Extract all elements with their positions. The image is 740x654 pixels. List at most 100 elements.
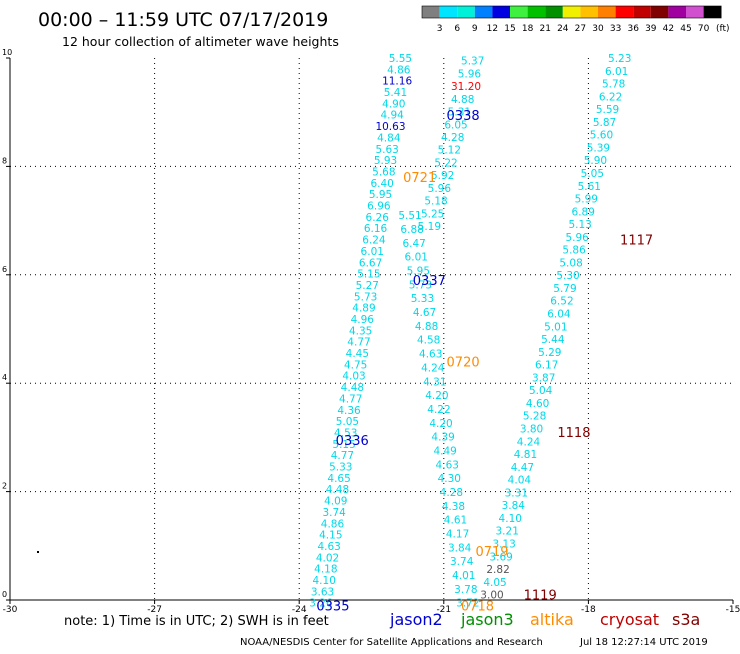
color-scale-swatch <box>492 6 510 18</box>
color-scale-tick-label: 3 <box>437 24 443 34</box>
swh-value: 4.39 <box>431 432 454 444</box>
color-scale-swatch <box>474 6 493 18</box>
satellite-legend-altika: altika <box>530 610 574 629</box>
swh-value: 6.40 <box>370 178 393 190</box>
satellite-legend: jason2 jason3 altika cryosat s3a <box>389 610 700 629</box>
swh-value: 4.77 <box>347 337 370 349</box>
x-tick-label: -27 <box>147 605 162 615</box>
x-axis-ticks: -30 -27 -24 -21 -18 -15 <box>3 600 740 615</box>
swh-value: 4.77 <box>331 450 354 462</box>
swh-value: 6.88 <box>400 224 423 236</box>
swh-value: 5.15 <box>357 269 380 281</box>
color-scale-tick-label: 42 <box>663 24 674 34</box>
x-tick-label: -24 <box>292 605 307 615</box>
x-tick-label: -18 <box>581 605 596 615</box>
color-scale-tick-label: 15 <box>504 24 515 34</box>
swh-value: 5.37 <box>461 56 484 68</box>
color-scale-swatch <box>615 6 634 18</box>
swh-value: 5.08 <box>559 257 582 269</box>
swh-value: 5.99 <box>575 194 598 206</box>
swh-value: 4.94 <box>380 110 404 122</box>
swh-value: 3.13 <box>492 538 515 550</box>
swh-value: 5.90 <box>584 155 607 167</box>
swh-value: 5.51 <box>398 210 421 222</box>
swh-value: 4.48 <box>326 484 349 496</box>
swh-value: 6.01 <box>605 66 628 78</box>
swh-value: 5.87 <box>593 117 616 129</box>
swh-value: 4.65 <box>327 473 350 485</box>
swh-value: 4.63 <box>436 459 459 471</box>
swh-value: 3.69 <box>489 551 512 563</box>
pass-time-label: 1119 <box>524 589 557 604</box>
swh-value: 4.09 <box>324 496 347 508</box>
swh-value: 4.53 <box>334 427 357 439</box>
pass-time-label: 0720 <box>447 356 480 371</box>
swh-value: 4.48 <box>341 382 364 394</box>
swh-value: 5.18 <box>424 196 447 208</box>
color-scale-swatch <box>598 6 616 18</box>
color-scale-tick-label: 12 <box>487 24 498 34</box>
swh-value: 5.27 <box>356 280 379 292</box>
color-scale-tick-label: 36 <box>627 24 639 34</box>
swh-value: 3.74 <box>322 507 346 519</box>
swh-value: 4.49 <box>433 445 456 457</box>
color-scale-swatch <box>686 6 704 18</box>
swh-value: 5.15 <box>332 439 355 451</box>
color-scale-tick-label: 33 <box>610 24 621 34</box>
swh-value: 5.78 <box>602 79 625 91</box>
swh-value: 5.33 <box>329 462 352 474</box>
swh-value: 4.45 <box>346 348 369 360</box>
footer-note: note: 1) Time is in UTC; 2) SWH is in fe… <box>64 614 329 629</box>
swh-value: 5.30 <box>556 270 579 282</box>
swh-value: 5.04 <box>529 385 553 397</box>
swh-value: 4.01 <box>452 570 475 582</box>
swh-value: 3.26 <box>309 598 333 610</box>
swh-value: 4.04 <box>508 475 532 487</box>
swh-value: 5.39 <box>587 142 610 154</box>
swh-value: 6.47 <box>402 238 425 250</box>
swh-value: 5.79 <box>553 283 576 295</box>
swh-value: 4.63 <box>419 349 442 361</box>
swh-value: 4.30 <box>438 473 461 485</box>
swh-value: 6.89 <box>572 206 595 218</box>
swh-value: 6.17 <box>535 360 558 372</box>
satellite-legend-cryosat: cryosat <box>600 610 659 629</box>
track-jason2: 3.263.634.104.184.024.634.154.863.744.09… <box>309 53 412 610</box>
plot-frame <box>9 58 733 601</box>
color-scale-swatch <box>562 6 581 18</box>
swh-value: 5.31 <box>448 107 471 119</box>
track-altika-0718: 3.72 3.78 4.01 3.74 3.844.17 4.61 4.38 4.28 4.30… <box>398 210 479 610</box>
track-cryosat: 3.004.052.823.693.133.214.103.843.314.04… <box>480 53 631 602</box>
land-point-marker <box>37 551 39 553</box>
swh-value: 4.02 <box>316 552 339 564</box>
swh-value: 6.16 <box>364 223 388 235</box>
pass-time-label: 0719 <box>475 545 508 560</box>
swh-value: 5.28 <box>523 411 546 423</box>
color-scale-tick-label: 21 <box>539 24 550 34</box>
swh-value: 5.29 <box>538 347 561 359</box>
color-scale-swatch <box>422 6 440 18</box>
swh-value: 6.96 <box>367 201 391 213</box>
color-scale-swatch <box>510 6 528 18</box>
swh-value: 4.96 <box>351 314 375 326</box>
swh-value: 3.84 <box>448 542 472 554</box>
color-scale-swatch <box>633 6 651 18</box>
y-tick-label: 10 <box>2 48 12 57</box>
color-scale-tick-label: 30 <box>592 24 604 34</box>
color-scale-swatch <box>650 6 669 18</box>
swh-value: 6.26 <box>366 212 390 224</box>
color-scale-unit: (ft) <box>716 24 730 34</box>
swh-value: 4.15 <box>319 530 342 542</box>
pass-time-label: 0718 <box>461 599 494 614</box>
swh-value: 5.96 <box>565 232 589 244</box>
swh-value: 4.81 <box>514 449 537 461</box>
credit-line: NOAA/NESDIS Center for Satellite Applica… <box>240 637 543 648</box>
swh-value: 3.74 <box>450 556 474 568</box>
swh-value: 5.61 <box>578 181 601 193</box>
swh-value: 5.23 <box>608 53 631 65</box>
pass-time-label: 0721 <box>403 171 436 186</box>
swh-value: 5.73 <box>354 291 377 303</box>
swh-value: 5.92 <box>431 170 454 182</box>
swh-value: 4.38 <box>442 501 465 513</box>
